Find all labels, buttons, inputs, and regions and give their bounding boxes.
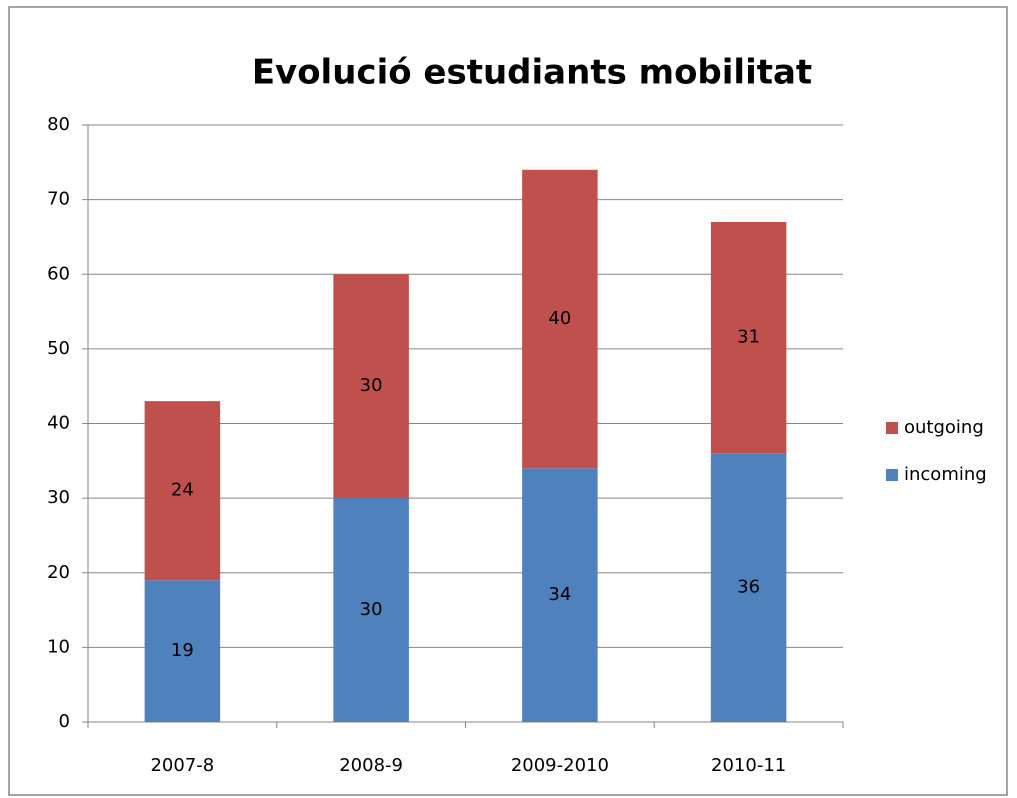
data-label: 31	[737, 327, 760, 348]
y-tick-label: 70	[47, 189, 70, 210]
legend-swatch	[886, 422, 898, 434]
legend-label: incoming	[904, 464, 987, 485]
chart-title: Evolució estudiants mobilitat	[252, 53, 812, 93]
bar-segment	[522, 169, 598, 469]
bar-segment	[522, 468, 598, 722]
bar-segment	[710, 222, 787, 454]
y-tick-label: 60	[47, 263, 70, 284]
y-tick-label: 50	[47, 338, 70, 359]
y-tick-label: 0	[59, 711, 70, 732]
x-tick-label: 2007-8	[150, 755, 214, 776]
x-tick-label: 2009-2010	[511, 755, 609, 776]
bar-segment	[333, 274, 409, 499]
data-label: 24	[171, 480, 194, 501]
y-tick-label: 30	[47, 487, 70, 508]
data-label: 36	[737, 577, 760, 598]
x-tick-label: 2010-11	[711, 755, 786, 776]
y-tick-label: 40	[47, 413, 70, 434]
bar-segment	[144, 401, 221, 581]
bar-segment	[333, 498, 409, 722]
data-label: 40	[548, 308, 571, 329]
y-tick-label: 10	[47, 636, 70, 657]
data-label: 30	[360, 599, 383, 620]
legend-swatch	[886, 469, 898, 481]
data-label: 30	[360, 375, 383, 396]
data-label: 34	[548, 584, 571, 605]
bar-segment	[710, 453, 787, 722]
data-label: 19	[171, 640, 194, 661]
legend-label: outgoing	[904, 417, 984, 438]
y-tick-label: 20	[47, 562, 70, 583]
y-tick-label: 80	[47, 114, 70, 135]
bar-segment	[144, 580, 221, 722]
x-tick-label: 2008-9	[339, 755, 403, 776]
